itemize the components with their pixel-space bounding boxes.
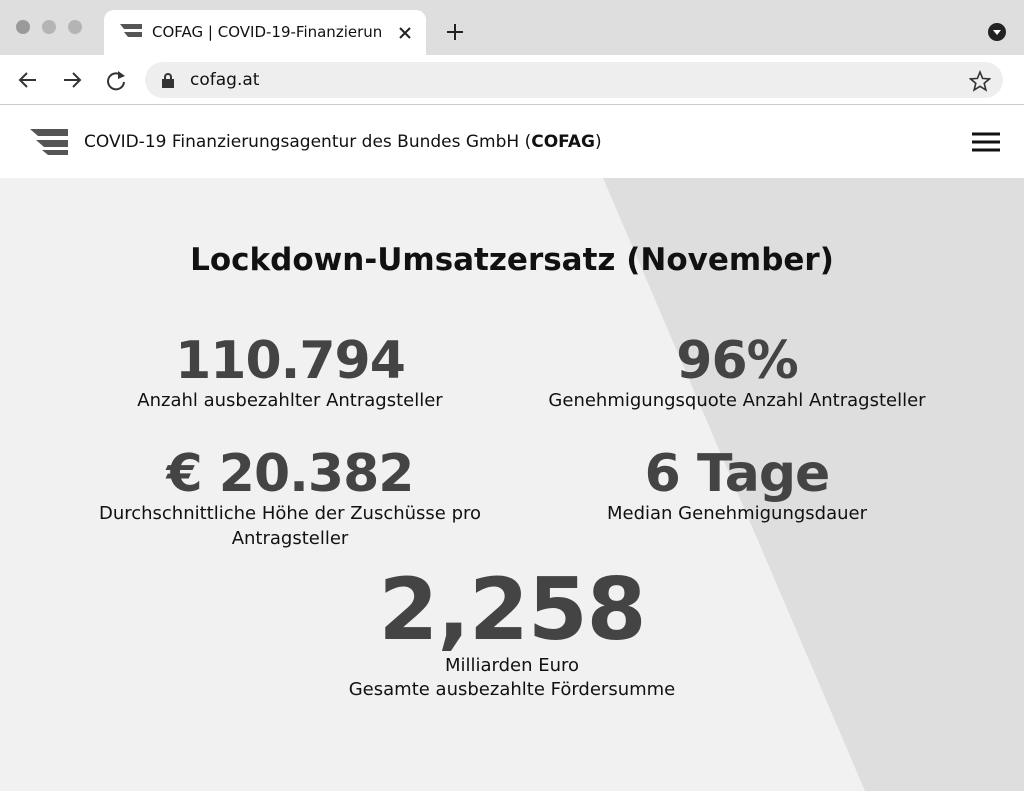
total-value: 2,258 [378,560,646,660]
stat-value: 6 Tage [644,444,831,504]
stat-label: Genehmigungsquote Anzahl Antragsteller [548,390,926,411]
new-tab[interactable] [445,22,465,42]
favicon [120,24,142,37]
logo[interactable] [30,129,70,155]
stat-value: € 20.382 [166,444,415,504]
tab-title: COFAG | COVID-19-Finanzierun [152,23,383,41]
background-shape [603,178,1024,791]
stat-value: 96% [676,331,798,391]
address-bar: cofag.at [0,55,1024,105]
bookmark-star[interactable] [969,70,991,92]
url-field[interactable]: cofag.at [145,62,1003,98]
window-controls[interactable] [14,18,90,36]
org-abbr: COFAG [531,132,595,152]
menu-button[interactable] [972,131,1000,153]
org-name-end: ) [594,132,602,152]
tab-bar: COFAG | COVID-19-Finanzierun [0,0,1024,55]
lock-icon [162,73,174,88]
stat-label: Median Genehmigungsdauer [606,503,868,524]
stat-value: 110.794 [175,331,406,391]
stat-label: Durchschnittliche Höhe der Zuschüsse pro… [98,503,482,549]
tab-close[interactable] [398,26,412,40]
url: cofag.at [190,70,260,90]
tab-menu[interactable] [987,22,1007,42]
total-unit: Milliarden Euro [444,655,580,676]
org-name: COVID-19 Finanzierungsagentur des Bundes… [84,132,602,152]
org-name-text: COVID-19 Finanzierungsagentur des Bundes… [84,132,532,152]
page-title: Lockdown-Umsatzersatz (November) [190,242,834,278]
site-header: COVID-19 Finanzierungsagentur des Bundes… [0,105,1024,178]
total-label: Gesamte ausbezahlte Fördersumme [348,679,676,700]
stat-label: Anzahl ausbezahlter Antragsteller [137,390,443,411]
tab[interactable]: COFAG | COVID-19-Finanzierun [104,10,426,55]
nav-buttons[interactable] [16,68,136,92]
